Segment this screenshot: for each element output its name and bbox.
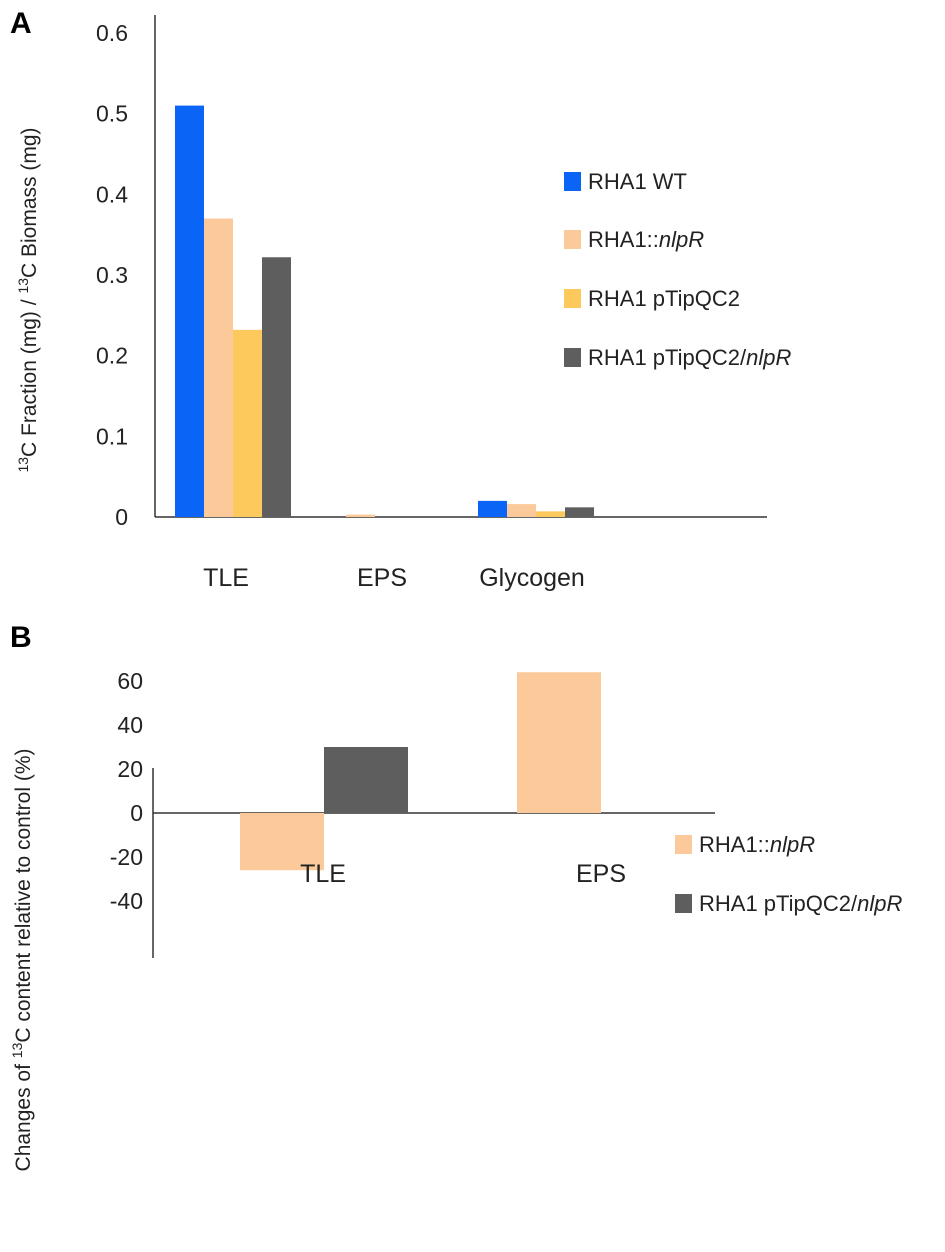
panel-a-x-category-glycogen: Glycogen [479,564,585,592]
panel-a-legend-swatch-rha1-nlpr [564,230,581,249]
panel-b-legend-swatch-rha1-nlpr [675,835,692,854]
panel-a-y-tick-label: 0.1 [96,423,128,449]
panel-b-chart: B Changes of 13C content relative to con… [9,621,902,1171]
panel-a-y-axis-title: 13C Fraction (mg) / 13C Biomass (mg) [15,127,41,472]
panel-a-legend-swatch-rha1-ptipqc2 [564,289,581,308]
panel-b-bar-tle-rha1-ptipqc2-nlpr [324,747,408,813]
panel-b-bar-tle-rha1-nlpr [240,813,324,871]
panel-a-legend-swatch-rha1-ptipqc2-nlpr [564,348,581,367]
panel-a-legend-label-rha1-wt: RHA1 WT [588,169,687,194]
panel-a-label: A [10,7,32,40]
panel-a-y-tick-label: 0.3 [96,262,128,288]
panel-b-bar-eps-rha1-nlpr [517,672,601,813]
panel-b-legend-swatch-rha1-ptipqc2-nlpr [675,894,692,913]
panel-b-y-axis-title: Changes of 13C content relative to contr… [9,749,35,1172]
panel-a-bar-glycogen-rha1-nlpr [507,504,536,517]
panel-a-bar-tle-rha1-wt [175,105,204,517]
panel-b-y-tick-label: 0 [130,800,143,826]
panel-a-chart: A 13C Fraction (mg) / 13C Biomass (mg) 0… [10,7,791,592]
panel-a-legend-label-rha1-nlpr: RHA1::nlpR [588,227,704,252]
panel-a-bar-glycogen-rha1-ptipqc2-nlpr [565,507,594,517]
panel-b-legend-label-rha1-nlpr: RHA1::nlpR [699,832,815,857]
panel-a-legend-swatch-rha1-wt [564,172,581,191]
panel-b-legend-label-rha1-ptipqc2-nlpr: RHA1 pTipQC2/nlpR [699,891,902,916]
panel-a-y-tick-label: 0.6 [96,20,128,46]
panel-b-y-tick-label: -20 [110,844,143,870]
panel-a-bar-glycogen-rha1-ptipqc2 [536,511,565,517]
panel-a-bar-tle-rha1-ptipqc2-nlpr [262,257,291,517]
panel-a-bar-glycogen-rha1-wt [478,500,507,517]
panel-a-y-tick-label: 0.5 [96,101,128,127]
panel-a-legend-label-rha1-ptipqc2-nlpr: RHA1 pTipQC2/nlpR [588,345,791,370]
panel-b-y-tick-label: 40 [117,712,143,738]
panel-a-bar-tle-rha1-nlpr [204,218,233,518]
panel-a-legend-label-rha1-ptipqc2: RHA1 pTipQC2 [588,286,740,311]
panel-a-y-tick-label: 0 [115,504,128,530]
panel-b-y-tick-label: -40 [110,888,143,914]
panel-a-x-category-tle: TLE [203,564,249,592]
panel-b-y-tick-label: 60 [117,668,143,694]
panel-b-label: B [10,621,32,654]
panel-b-y-tick-label: 20 [117,756,143,782]
panel-b-x-category-tle: TLE [300,860,346,888]
panel-a-y-tick-label: 0.2 [96,343,128,369]
panel-a-x-category-eps: EPS [357,564,407,592]
panel-a-y-tick-label: 0.4 [96,181,128,207]
panel-a-bar-eps-rha1-nlpr [346,514,375,517]
panel-a-bar-tle-rha1-ptipqc2 [233,329,262,517]
panel-b-x-category-eps: EPS [576,860,626,888]
